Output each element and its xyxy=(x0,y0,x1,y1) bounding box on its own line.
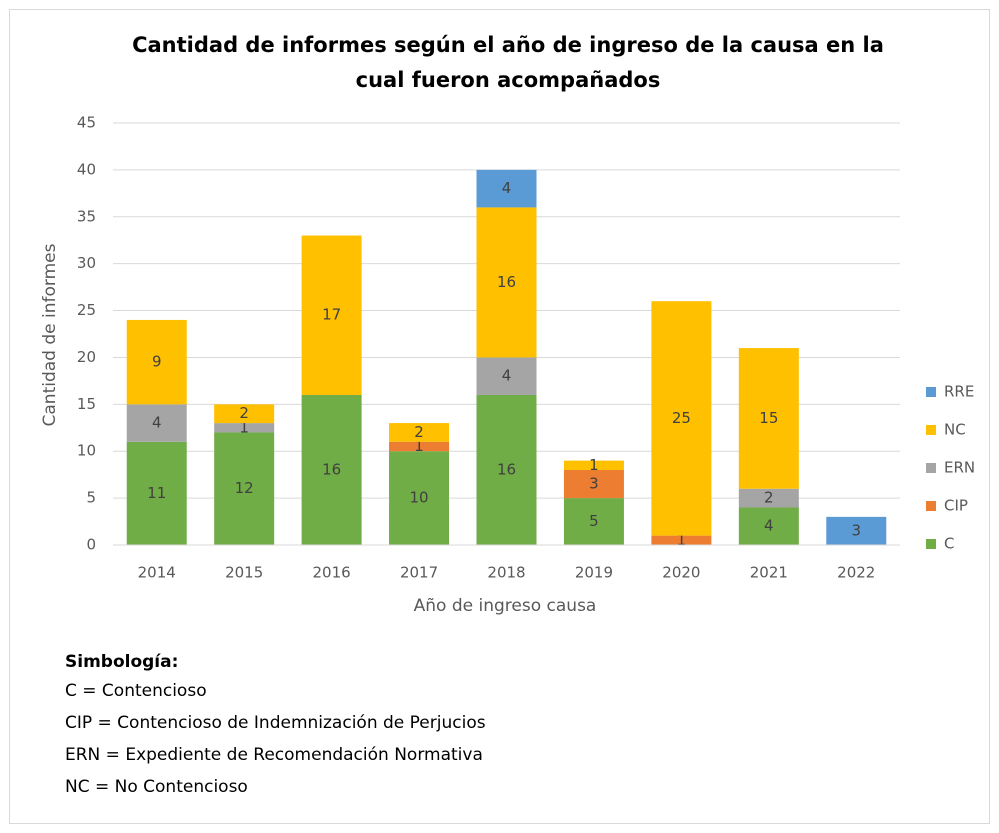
symbology-line: C = Contencioso xyxy=(65,681,207,701)
bar-segment xyxy=(738,507,799,545)
x-tick-label: 2019 xyxy=(575,564,613,582)
bar-segment xyxy=(476,207,537,358)
bar-segment xyxy=(214,432,275,545)
data-label: 16 xyxy=(322,460,341,478)
data-label: 9 xyxy=(152,353,162,371)
x-tick-label: 2015 xyxy=(225,564,263,582)
bar-segment xyxy=(126,404,187,442)
y-tick-label: 10 xyxy=(77,442,96,460)
y-tick-label: 25 xyxy=(77,301,96,319)
legend-label: CIP xyxy=(944,497,968,515)
bar-segment xyxy=(126,319,187,405)
data-label: 4 xyxy=(502,179,512,197)
legend-swatch xyxy=(926,463,936,473)
bar-segment xyxy=(126,441,187,545)
bar-segment xyxy=(826,516,887,545)
data-label: 1 xyxy=(414,437,424,455)
legend-label: NC xyxy=(944,421,966,439)
data-label: 3 xyxy=(852,521,862,539)
data-label: 12 xyxy=(235,479,254,497)
data-label: 1 xyxy=(239,418,249,436)
legend-swatch xyxy=(926,425,936,435)
y-axis-label: Cantidad de informes xyxy=(40,243,60,426)
bar-segment xyxy=(476,357,537,395)
symbology-line: ERN = Expediente de Recomendación Normat… xyxy=(65,745,483,765)
data-label: 4 xyxy=(152,414,162,432)
bar-segment xyxy=(651,301,712,536)
y-tick-label: 45 xyxy=(77,114,96,132)
data-label: 11 xyxy=(147,484,166,502)
chart-title: cual fueron acompañados xyxy=(356,68,661,92)
bar-segment xyxy=(563,469,624,499)
bar-segment xyxy=(651,535,712,545)
data-label: 15 xyxy=(759,409,778,427)
data-label: 16 xyxy=(497,460,516,478)
bar-segment xyxy=(476,394,537,545)
data-label: 1 xyxy=(677,531,687,549)
bar-segment xyxy=(563,498,624,545)
bar-segment xyxy=(301,394,362,545)
data-label: 17 xyxy=(322,306,341,324)
legend-label: C xyxy=(944,535,954,553)
y-tick-label: 5 xyxy=(86,489,96,507)
bar-segment xyxy=(389,451,450,545)
legend-swatch xyxy=(926,501,936,511)
bar-segment xyxy=(389,441,450,452)
y-tick-label: 0 xyxy=(86,536,96,554)
legend-swatch xyxy=(926,539,936,549)
symbology-heading: Simbología: xyxy=(65,652,178,672)
y-tick-label: 40 xyxy=(77,160,96,178)
data-label: 2 xyxy=(414,423,424,441)
legend-label: ERN xyxy=(944,459,975,477)
data-label: 10 xyxy=(410,489,429,507)
data-label: 16 xyxy=(497,273,516,291)
legend-label: RRE xyxy=(944,383,974,401)
y-tick-label: 30 xyxy=(77,254,96,272)
x-tick-label: 2021 xyxy=(750,564,788,582)
y-tick-label: 15 xyxy=(77,395,96,413)
x-tick-label: 2022 xyxy=(837,564,875,582)
x-tick-label: 2016 xyxy=(313,564,351,582)
bar-segment xyxy=(738,488,799,508)
bar-segment xyxy=(301,235,362,395)
bar-segment xyxy=(476,169,537,208)
data-label: 4 xyxy=(502,367,512,385)
bar-segment xyxy=(389,423,450,442)
bar-segment xyxy=(214,423,275,433)
data-label: 5 xyxy=(589,512,599,530)
bar-segment xyxy=(563,460,624,470)
x-tick-label: 2017 xyxy=(400,564,438,582)
x-tick-label: 2020 xyxy=(662,564,700,582)
symbology-line: CIP = Contencioso de Indemnización de Pe… xyxy=(65,713,486,733)
data-label: 25 xyxy=(672,409,691,427)
legend-swatch xyxy=(926,387,936,397)
y-tick-label: 20 xyxy=(77,348,96,366)
data-label: 4 xyxy=(764,517,774,535)
symbology-line: NC = No Contencioso xyxy=(65,777,248,797)
data-label: 2 xyxy=(764,489,774,507)
bar-segment xyxy=(214,404,275,424)
x-tick-label: 2014 xyxy=(138,564,176,582)
data-label: 1 xyxy=(589,456,599,474)
data-label: 3 xyxy=(589,475,599,493)
chart-title: Cantidad de informes según el año de ing… xyxy=(132,33,884,57)
data-label: 2 xyxy=(239,404,249,422)
x-axis-label: Año de ingreso causa xyxy=(414,596,597,616)
x-tick-label: 2018 xyxy=(487,564,525,582)
bar-segment xyxy=(738,348,799,489)
y-tick-label: 35 xyxy=(77,207,96,225)
